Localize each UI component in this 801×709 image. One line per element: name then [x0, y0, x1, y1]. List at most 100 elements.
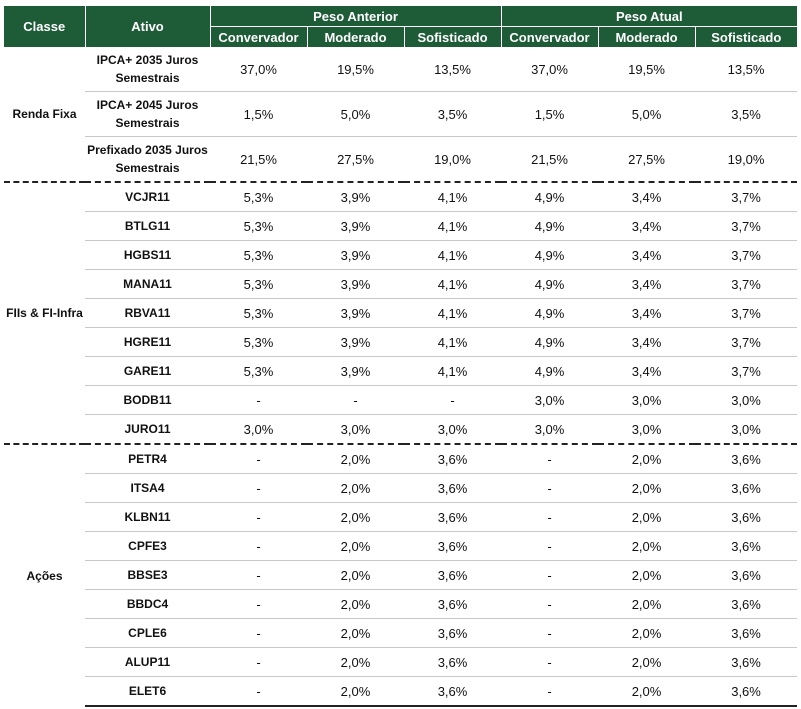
- asset-name: GARE11: [85, 356, 210, 386]
- weight-cell: 4,9%: [501, 211, 599, 241]
- weight-cell: 3,9%: [307, 298, 404, 328]
- weight-cell: 3,6%: [695, 676, 798, 707]
- table-header: Classe Ativo Peso Anterior Peso Atual Co…: [4, 6, 798, 47]
- table-row: MANA11 5,3% 3,9% 4,1% 4,9% 3,4% 3,7%: [4, 269, 798, 299]
- table-row: HGRE11 5,3% 3,9% 4,1% 4,9% 3,4% 3,7%: [4, 327, 798, 357]
- weight-cell: 3,6%: [404, 560, 502, 590]
- asset-name: CPFE3: [85, 531, 210, 561]
- asset-name: MANA11: [85, 269, 210, 299]
- header-peso-atual: Peso Atual: [500, 6, 798, 27]
- asset-name: ITSA4: [85, 473, 210, 503]
- weight-cell: 2,0%: [307, 502, 404, 532]
- weight-cell: 37,0%: [501, 47, 599, 92]
- header-anterior-conservador: Convervador: [209, 26, 307, 47]
- weight-cell: 19,0%: [695, 136, 798, 183]
- weight-cell: 37,0%: [210, 47, 307, 92]
- weight-cell: 2,0%: [598, 502, 696, 532]
- weight-cell: 2,0%: [598, 443, 696, 474]
- weight-cell: 3,9%: [307, 327, 404, 357]
- asset-name: IPCA+ 2045 Juros Semestrais: [85, 91, 210, 137]
- weight-cell: -: [501, 560, 599, 590]
- weight-cell: 3,4%: [598, 269, 696, 299]
- weight-cell: 3,6%: [695, 473, 798, 503]
- weight-cell: 3,9%: [307, 181, 404, 212]
- weight-cell: 3,7%: [695, 181, 798, 212]
- weight-cell: -: [501, 443, 599, 474]
- table-body: Renda Fixa IPCA+ 2035 Juros Semestrais 37,…: [4, 47, 798, 707]
- weight-cell: 3,6%: [695, 589, 798, 619]
- weight-cell: 2,0%: [307, 443, 404, 474]
- weight-cell: 3,9%: [307, 211, 404, 241]
- table-row: RBVA11 5,3% 3,9% 4,1% 4,9% 3,4% 3,7%: [4, 298, 798, 328]
- weight-cell: 5,3%: [210, 298, 307, 328]
- weight-cell: 3,6%: [404, 502, 502, 532]
- weight-cell: 4,1%: [404, 211, 502, 241]
- asset-name: RBVA11: [85, 298, 210, 328]
- table-row: JURO11 3,0% 3,0% 3,0% 3,0% 3,0% 3,0%: [4, 414, 798, 445]
- weight-cell: 3,7%: [695, 269, 798, 299]
- weight-cell: 3,0%: [598, 414, 696, 445]
- table-row: IPCA+ 2045 Juros Semestrais 1,5% 5,0% 3,5% 1…: [4, 91, 798, 137]
- asset-name: BBDC4: [85, 589, 210, 619]
- weight-cell: 3,6%: [404, 531, 502, 561]
- weight-cell: 4,9%: [501, 181, 599, 212]
- weight-cell: 3,5%: [695, 91, 798, 137]
- weight-cell: 3,5%: [404, 91, 502, 137]
- weight-cell: -: [210, 560, 307, 590]
- weight-cell: 3,0%: [695, 414, 798, 445]
- weight-cell: 2,0%: [598, 589, 696, 619]
- asset-class-label: FIIs & FI-Infra: [4, 181, 85, 444]
- weight-cell: 3,4%: [598, 240, 696, 270]
- asset-class-label: Ações: [4, 443, 85, 706]
- asset-name: BODB11: [85, 385, 210, 415]
- portfolio-weights-table: Classe Ativo Peso Anterior Peso Atual Co…: [4, 6, 798, 707]
- weight-cell: 2,0%: [598, 531, 696, 561]
- weight-cell: -: [210, 647, 307, 677]
- weight-cell: 21,5%: [210, 136, 307, 183]
- weight-cell: -: [210, 385, 307, 415]
- weight-cell: 5,0%: [307, 91, 404, 137]
- weight-cell: -: [210, 473, 307, 503]
- weight-cell: 19,5%: [307, 47, 404, 92]
- weight-cell: 3,6%: [404, 473, 502, 503]
- weight-cell: 27,5%: [598, 136, 696, 183]
- asset-name: BBSE3: [85, 560, 210, 590]
- table-row: ELET6-2,0% 3,6% -2,0% 3,6%: [4, 676, 798, 707]
- weight-cell: 2,0%: [307, 618, 404, 648]
- asset-class-label: Renda Fixa: [12, 107, 77, 121]
- weight-cell: 3,4%: [598, 211, 696, 241]
- weight-cell: -: [404, 385, 502, 415]
- weight-cell: -: [501, 531, 599, 561]
- weight-cell: 19,5%: [598, 47, 696, 92]
- weight-cell: 3,6%: [695, 531, 798, 561]
- asset-name: ALUP11: [85, 647, 210, 677]
- weight-cell: 2,0%: [307, 589, 404, 619]
- table-row: KLBN11-2,0% 3,6% -2,0% 3,6%: [4, 502, 798, 532]
- weight-cell: 3,7%: [695, 240, 798, 270]
- weight-cell: 3,6%: [695, 560, 798, 590]
- weight-cell: 3,4%: [598, 298, 696, 328]
- weight-cell: 4,1%: [404, 181, 502, 212]
- table-row: BTLG11 5,3% 3,9% 4,1% 4,9% 3,4% 3,7%: [4, 211, 798, 241]
- weight-cell: 4,1%: [404, 240, 502, 270]
- header-atual-sofisticado: Sofisticado: [694, 26, 798, 47]
- asset-name: KLBN11: [85, 502, 210, 532]
- table-row: ALUP11-2,0% 3,6% -2,0% 3,6%: [4, 647, 798, 677]
- weight-cell: 3,6%: [695, 502, 798, 532]
- header-peso-anterior: Peso Anterior: [209, 6, 502, 27]
- weight-cell: 3,6%: [695, 618, 798, 648]
- weight-cell: 3,6%: [404, 589, 502, 619]
- weight-cell: 2,0%: [598, 676, 696, 707]
- weight-cell: 3,6%: [404, 647, 502, 677]
- weight-cell: 2,0%: [598, 647, 696, 677]
- header-classe: Classe: [4, 6, 85, 47]
- weight-cell: 5,3%: [210, 181, 307, 212]
- weight-cell: 1,5%: [501, 91, 599, 137]
- table-row: Prefixado 2035 Juros Semestrais 21,5% 27,5…: [4, 136, 798, 183]
- weight-cell: 3,6%: [404, 676, 502, 707]
- weight-cell: 3,7%: [695, 298, 798, 328]
- weight-cell: -: [501, 473, 599, 503]
- weight-cell: 3,7%: [695, 356, 798, 386]
- asset-name: VCJR11: [85, 181, 210, 212]
- weight-cell: 3,0%: [307, 414, 404, 445]
